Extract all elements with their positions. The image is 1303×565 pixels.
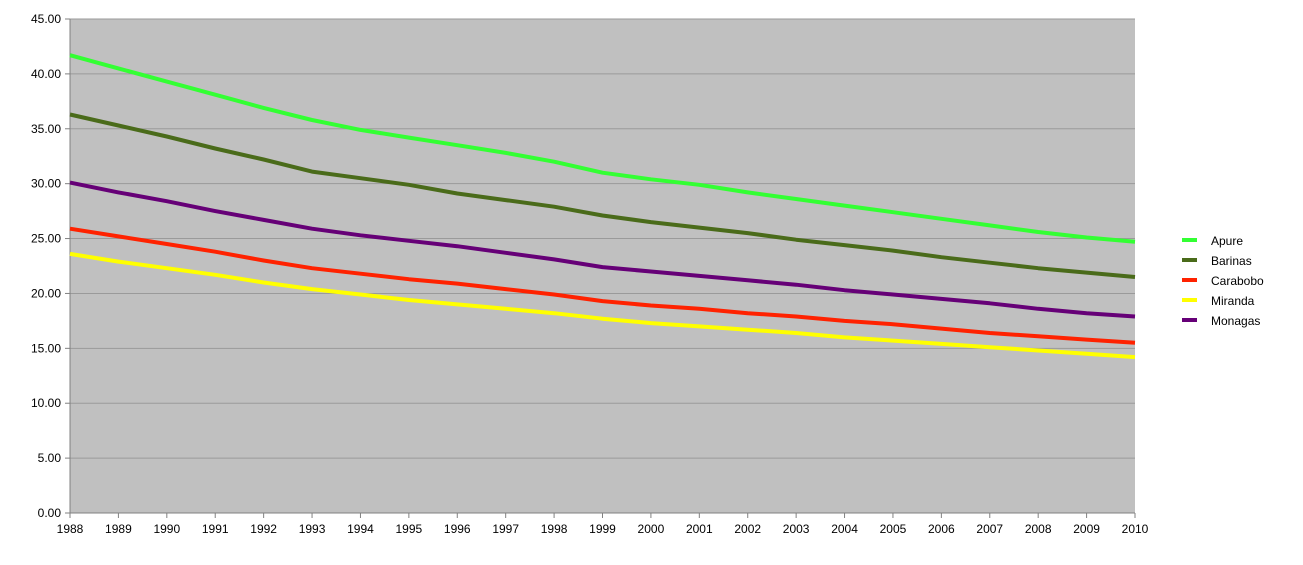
x-tick-label: 1989	[105, 522, 132, 536]
y-tick-label: 35.00	[31, 122, 61, 136]
legend-label: Barinas	[1211, 254, 1252, 268]
series-line-barinas	[69, 112, 1136, 279]
x-tick-label: 1996	[444, 522, 471, 536]
legend-label: Apure	[1211, 234, 1243, 248]
x-tick-label: 1994	[347, 522, 374, 536]
legend-item-monagas: Monagas	[1182, 314, 1260, 328]
x-tick-label: 2002	[734, 522, 761, 536]
y-tick-label: 5.00	[38, 451, 62, 465]
x-tick-label: 2010	[1122, 522, 1149, 536]
x-tick-label: 2009	[1073, 522, 1100, 536]
x-tick-label: 1999	[589, 522, 616, 536]
y-tick-label: 15.00	[31, 341, 61, 355]
legend-item-carabobo: Carabobo	[1182, 274, 1264, 288]
y-tick-label: 25.00	[31, 232, 61, 246]
x-tick-label: 2005	[880, 522, 907, 536]
x-tick-label: 2007	[976, 522, 1003, 536]
x-tick-label: 1995	[396, 522, 423, 536]
y-tick-label: 10.00	[31, 396, 61, 410]
y-tick-label: 30.00	[31, 177, 61, 191]
series-lines	[69, 53, 1136, 360]
grid-lines	[70, 18, 1135, 459]
x-axis-ticks: 1988 1989 1990 1991 1992 1993 1994 1995 1996 1997…	[57, 513, 1149, 536]
x-tick-label: 2008	[1025, 522, 1052, 536]
series-line-carabobo	[69, 226, 1136, 345]
legend-item-apure: Apure	[1182, 234, 1243, 248]
x-tick-label: 2003	[783, 522, 810, 536]
x-tick-label: 2006	[928, 522, 955, 536]
x-tick-label: 2001	[686, 522, 713, 536]
legend-label: Carabobo	[1211, 274, 1264, 288]
x-tick-label: 1997	[492, 522, 519, 536]
y-tick-label: 20.00	[31, 286, 61, 300]
legend-item-miranda: Miranda	[1182, 294, 1255, 308]
series-line-monagas	[69, 180, 1136, 319]
x-tick-label: 1993	[299, 522, 326, 536]
x-tick-label: 1992	[250, 522, 277, 536]
series-line-apure	[69, 53, 1136, 244]
x-tick-label: 1988	[57, 522, 84, 536]
x-tick-label: 1998	[541, 522, 568, 536]
y-tick-label: 0.00	[38, 506, 62, 520]
x-tick-label: 1990	[153, 522, 180, 536]
y-tick-label: 45.00	[31, 12, 61, 26]
x-tick-label: 2000	[638, 522, 665, 536]
x-tick-label: 1991	[202, 522, 229, 536]
legend-label: Monagas	[1211, 314, 1260, 328]
legend-label: Miranda	[1211, 294, 1255, 308]
series-line-miranda	[69, 251, 1136, 360]
legend-item-barinas: Barinas	[1182, 254, 1252, 268]
y-axis-ticks: 0.00 5.00 10.00 15.00 20.00 25.00 30.00 35.00 40…	[31, 12, 70, 520]
legend: Apure Barinas Carabobo Miranda Monagas	[1182, 234, 1264, 328]
y-tick-label: 40.00	[31, 67, 61, 81]
x-tick-label: 2004	[831, 522, 858, 536]
